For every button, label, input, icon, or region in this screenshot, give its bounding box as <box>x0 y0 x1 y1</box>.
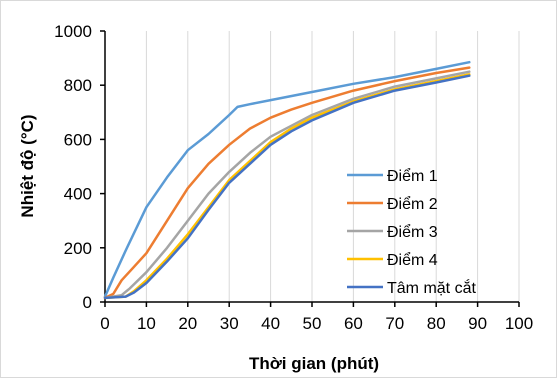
series-line-5 <box>103 74 471 300</box>
grid <box>145 31 520 302</box>
y-tick-label: 0 <box>83 293 92 312</box>
x-tick-label: 70 <box>385 314 404 333</box>
x-tick-label: 80 <box>427 314 446 333</box>
series-line-1 <box>103 60 471 298</box>
x-tick-label: 10 <box>137 314 156 333</box>
y-tick-label: 400 <box>64 185 92 204</box>
legend-label-3: Điểm 3 <box>387 223 438 241</box>
y-tick-label: 200 <box>64 239 92 258</box>
series-lines <box>103 60 471 300</box>
legend-label-5: Tâm mặt cắt <box>387 278 476 297</box>
x-tick-label: 90 <box>468 314 487 333</box>
x-tick-label: 100 <box>505 314 533 333</box>
legend-label-4: Điểm 4 <box>387 251 438 269</box>
x-tick-label: 30 <box>220 314 239 333</box>
x-axis-title: Thời gian (phút) <box>249 354 379 373</box>
series-line-2 <box>103 66 471 300</box>
x-tick-label: 0 <box>100 314 109 333</box>
x-tick-label: 20 <box>178 314 197 333</box>
y-axis-title: Nhiệt độ (°C) <box>18 114 37 217</box>
y-tick-label: 1000 <box>54 22 92 41</box>
legend-label-1: Điểm 1 <box>387 167 438 185</box>
x-tick-label: 50 <box>303 314 322 333</box>
x-tick-label: 40 <box>261 314 280 333</box>
legend-label-2: Điểm 2 <box>387 195 438 213</box>
series-line-3 <box>103 70 471 300</box>
legend: Điểm 1 Điểm 2 Điểm 3 Điểm 4 Tâm mặt cắt <box>347 167 476 297</box>
y-tick-label: 800 <box>64 76 92 95</box>
y-tick-label: 600 <box>64 130 92 149</box>
x-tick-label: 60 <box>344 314 363 333</box>
